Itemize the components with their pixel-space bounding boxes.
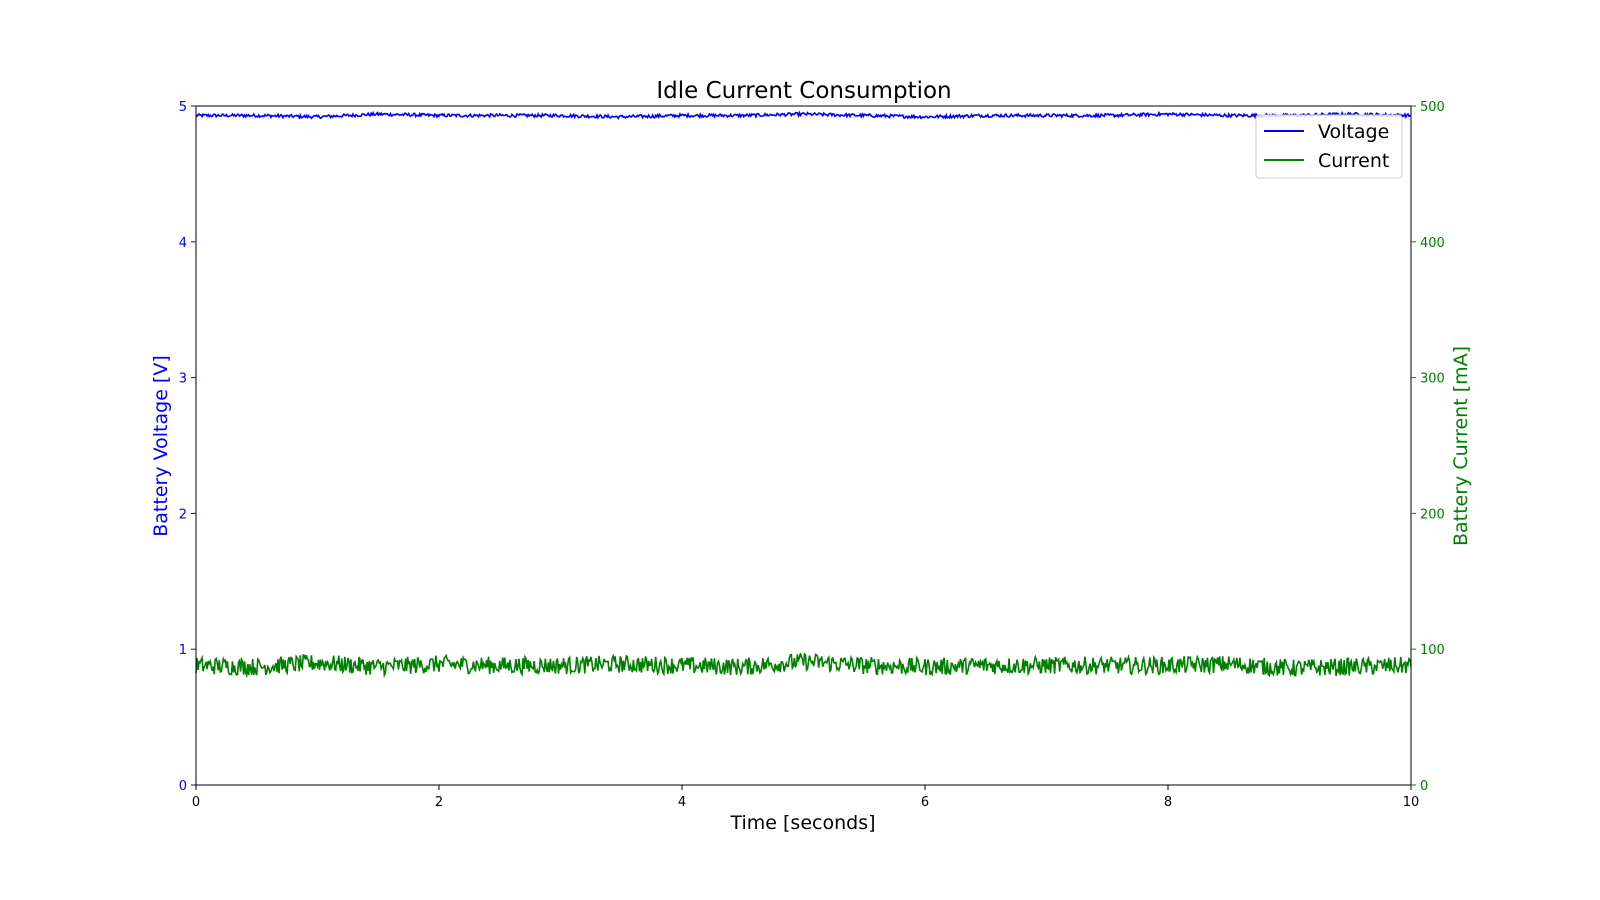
y-left-tick-label: 0 xyxy=(179,779,187,794)
y-right-tick-label: 300 xyxy=(1420,372,1445,387)
x-tick-label: 8 xyxy=(1164,795,1172,810)
chart-title: Idle Current Consumption xyxy=(656,78,951,104)
y-right-tick-label: 0 xyxy=(1420,779,1428,794)
x-tick-label: 2 xyxy=(435,795,443,810)
y-right-tick-label: 400 xyxy=(1420,236,1445,251)
y-right-tick-label: 100 xyxy=(1420,643,1445,658)
legend: Voltage Current xyxy=(1255,114,1403,179)
series-line-current xyxy=(195,652,1412,679)
y-right-tick-label: 200 xyxy=(1420,507,1445,522)
series-line-voltage xyxy=(195,110,1412,120)
y-left-tick-label: 3 xyxy=(179,372,187,387)
legend-current-label: Current xyxy=(1318,150,1389,172)
y-left-tick-label: 2 xyxy=(179,507,187,522)
y-left-tick-label: 1 xyxy=(179,643,187,658)
y-left-tick-label: 4 xyxy=(179,236,187,251)
y-axis-left: 0 1 2 3 4 5 xyxy=(179,100,196,794)
y-left-tick-label: 5 xyxy=(179,100,187,115)
x-tick-label: 0 xyxy=(192,795,200,810)
x-tick-label: 6 xyxy=(921,795,929,810)
plot-frame xyxy=(195,105,1412,786)
legend-voltage-label: Voltage xyxy=(1318,121,1389,143)
y-right-tick-label: 500 xyxy=(1420,100,1445,115)
series-layer xyxy=(195,110,1412,679)
y-axis-right: 0 100 200 300 400 500 xyxy=(1411,100,1445,794)
x-axis-label: Time [seconds] xyxy=(729,812,875,834)
x-axis: 0 2 4 6 8 10 xyxy=(192,785,1419,810)
y-axis-left-label: Battery Voltage [V] xyxy=(150,355,172,537)
x-tick-label: 4 xyxy=(678,795,686,810)
y-axis-right-label: Battery Current [mA] xyxy=(1450,346,1472,546)
x-tick-label: 10 xyxy=(1403,795,1420,810)
